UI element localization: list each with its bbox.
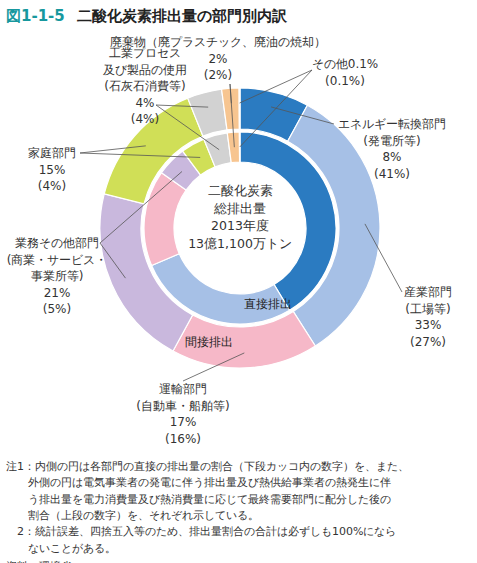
label-line: (自動車・船舶等) [136, 399, 229, 413]
data-label: (2%) [204, 68, 232, 82]
label-line: 及び製品の使用 [103, 63, 187, 77]
center-text: 総排出量 [213, 201, 266, 216]
category-label: 運輸部門 [159, 382, 207, 396]
note: 注1：内側の円は各部門の直接の排出量の割合（下段カッコ内の数字）を、また、 [6, 460, 409, 473]
category-label: 家庭部門 [28, 146, 76, 160]
label-line: 事業所等) [31, 269, 84, 283]
leader-line [156, 105, 219, 150]
arc-segment [204, 133, 231, 167]
leader-line [80, 153, 200, 157]
label-line: 家庭部門 [28, 146, 76, 160]
label-line: 8% [382, 150, 401, 164]
category-label: (自動車・船舶等) [136, 399, 229, 413]
category-label: (商業・サービス・ [7, 253, 108, 267]
label-line: 業務その他部門 [15, 236, 99, 250]
category-label: 廃棄物（廃プラスチック、廃油の焼却） [110, 35, 326, 49]
data-label: 15% [39, 163, 66, 177]
leader-line [230, 84, 234, 147]
data-label: (5%) [43, 302, 71, 316]
title-text: 二酸化炭素排出量の部門別内訳 [77, 7, 288, 25]
figure-number: 図1-1-5 [6, 7, 65, 25]
leader-line [100, 172, 182, 243]
data-label: 21% [44, 286, 71, 300]
source: 資料：環境省 [6, 560, 72, 563]
category-label: その他 [312, 57, 348, 71]
label-line: 4% [135, 96, 154, 110]
label-line: (5%) [43, 302, 71, 316]
data-label: (16%) [165, 432, 201, 446]
label-line: (4%) [131, 112, 159, 126]
data-label: 8% [382, 150, 401, 164]
ring-texts: 直接排出間接排出 二酸化炭素総排出量 2013年度 13億1,100万トン [185, 183, 292, 349]
leader-line [240, 70, 312, 147]
data-label: (4%) [38, 179, 66, 193]
category-labels: エネルギー転換部門 (発電所等) 8% (41%) 産業部門 (工場等) 33% (27%) 運… [7, 35, 452, 446]
label-line: 17% [170, 415, 197, 429]
center-text: 13億1,100万トン [188, 236, 292, 251]
note: ないことがある。 [28, 542, 116, 555]
note: う排出量を電力消費量及び熱消費量に応じて最終需要部門に配分した後の [28, 493, 391, 506]
center-text: 2013年度 [211, 218, 269, 233]
series-name: 間接排出 [185, 335, 233, 349]
category-label: 業務その他部門 [15, 236, 99, 250]
label-line: エネルギー転換部門 [338, 117, 446, 131]
label-line: 産業部門 [404, 285, 452, 299]
note: 割合（上段の数字）を、それぞれ示している。 [28, 509, 259, 522]
leader-line [271, 107, 334, 124]
inner-ring [144, 132, 336, 324]
data-label: (0.1%) [325, 74, 365, 88]
note: 2：統計誤差、四捨五入等のため、排出量割合の合計は必ずしも100%になら [17, 525, 396, 538]
center-text: 二酸化炭素 [208, 183, 273, 198]
series-name: 直接排出 [244, 297, 292, 311]
data-label: 2% [208, 52, 227, 66]
label-line: 33% [415, 318, 442, 332]
leader-line [156, 105, 208, 107]
data-label: (41%) [374, 167, 410, 181]
label-line: (4%) [38, 179, 66, 193]
leader-line [240, 70, 312, 103]
arc-segment [188, 89, 227, 136]
label-line: (石灰石消費等) [104, 79, 185, 93]
category-label: (石灰石消費等) [104, 79, 185, 93]
label-line: (商業・サービス・ [7, 253, 108, 267]
data-label: 33% [415, 318, 442, 332]
note: 外側の円は電気事業者の発電に伴う排出量及び熱供給事業者の熱発生に伴 [28, 476, 391, 489]
data-label: (27%) [410, 335, 446, 349]
notes: 注1：内側の円は各部門の直接の排出量の割合（下段カッコ内の数字）を、また、外側の… [6, 460, 409, 555]
arc-segment [100, 194, 193, 351]
arc-segment [239, 88, 241, 129]
arc-segment [104, 98, 203, 204]
label-line: 廃棄物（廃プラスチック、廃油の焼却） [110, 35, 326, 49]
data-label: 0.1% [348, 57, 379, 71]
category-label: エネルギー転換部門 [338, 117, 446, 131]
label-line: (発電所等) [363, 134, 420, 148]
category-label: 事業所等) [31, 269, 84, 283]
arc-segment [239, 132, 241, 162]
label-line: (2%) [204, 68, 232, 82]
category-label: 産業部門 [404, 285, 452, 299]
label-line: (41%) [374, 167, 410, 181]
label-line: 15% [39, 163, 66, 177]
label-line: 運輸部門 [159, 382, 207, 396]
leader-line [183, 353, 244, 381]
arc-segment [173, 311, 315, 368]
label-line: 21% [44, 286, 71, 300]
leader-line [80, 146, 146, 153]
leader-line [365, 224, 402, 292]
chart: 図1-1-5 二酸化炭素排出量の部門別内訳直接排出間接排出 二酸化炭素総排出量 201… [0, 0, 477, 563]
label-line: (0.1%) [325, 74, 365, 88]
data-label: 17% [170, 415, 197, 429]
label-line: (27%) [410, 335, 446, 349]
title: 図1-1-5 二酸化炭素排出量の部門別内訳 [6, 7, 288, 25]
label-line: (工場等) [405, 302, 450, 316]
label-line: その他0.1% [312, 57, 379, 71]
data-label: (4%) [131, 112, 159, 126]
data-label: 4% [135, 96, 154, 110]
category-label: (発電所等) [363, 134, 420, 148]
label-line: (16%) [165, 432, 201, 446]
category-label: 及び製品の使用 [103, 63, 187, 77]
label-line: 2% [208, 52, 227, 66]
category-label: (工場等) [405, 302, 450, 316]
